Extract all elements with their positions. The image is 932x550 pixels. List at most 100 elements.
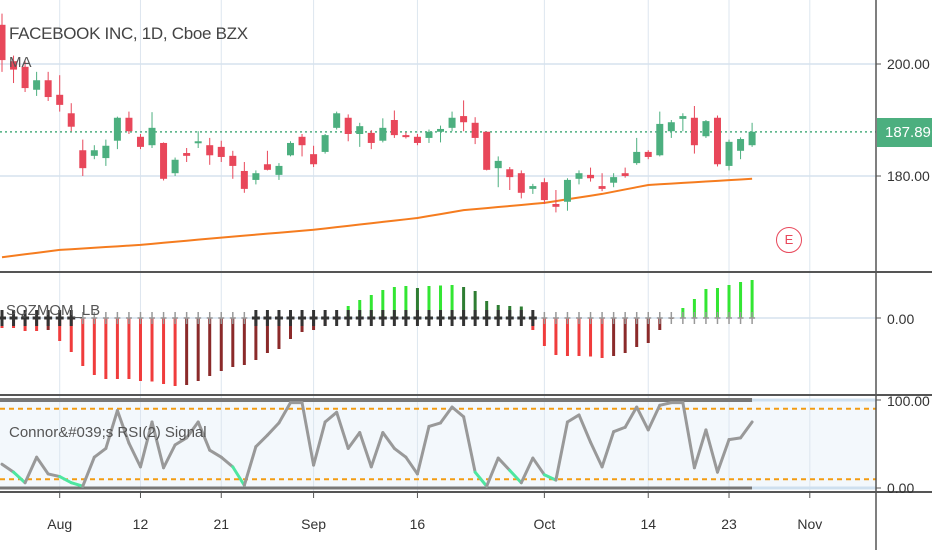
rsi-line-segment <box>577 413 593 444</box>
rsi-line-segment <box>346 431 362 450</box>
momentum-bar <box>462 287 466 318</box>
momentum-bar <box>358 300 362 318</box>
momentum-bar <box>127 318 131 379</box>
rsi-line-segment <box>704 428 719 474</box>
momentum-bar <box>208 318 212 376</box>
candle-up <box>252 173 260 180</box>
ma-legend[interactable]: MA <box>9 54 32 71</box>
momentum-bar <box>565 318 569 356</box>
candle-up <box>437 128 445 132</box>
momentum-zero-label: 0.00 <box>887 311 915 327</box>
candle-up <box>633 151 641 164</box>
rsi-line-segment <box>150 420 166 470</box>
momentum-bar <box>542 318 546 346</box>
rsi-legend[interactable]: Connor&#039;s RSI(2) Signal <box>9 424 207 441</box>
momentum-bar <box>185 318 189 385</box>
rsi-line-segment <box>162 443 177 470</box>
candle-down <box>517 173 525 193</box>
momentum-bar <box>381 290 385 318</box>
rsi-line-segment <box>369 431 385 469</box>
time-label: 12 <box>132 516 149 532</box>
earnings-badge[interactable]: E <box>776 227 802 253</box>
candle-down <box>552 204 560 207</box>
momentum-bar <box>415 288 419 318</box>
momentum-bar <box>646 318 650 343</box>
momentum-bar <box>150 318 154 382</box>
rsi-bottom-label: 0.00 <box>887 480 915 496</box>
candle-down <box>206 145 214 156</box>
momentum-bar <box>138 318 142 381</box>
candle-up <box>171 159 179 174</box>
rsi-line-segment <box>115 409 131 445</box>
rsi-line-segment <box>185 420 200 440</box>
candle-down <box>0 24 6 61</box>
rsi-line-segment <box>208 448 223 459</box>
candle-down <box>344 117 352 134</box>
momentum-bar <box>242 318 246 365</box>
rsi-line-segment <box>277 401 292 425</box>
momentum-bar <box>727 285 731 318</box>
rsi-line-segment <box>415 424 431 476</box>
candle-down <box>240 170 248 189</box>
candle-up <box>529 186 537 189</box>
momentum-bar <box>612 318 616 356</box>
rsi-line-segment <box>231 465 246 487</box>
momentum-bar <box>196 318 200 381</box>
momentum-bar <box>739 282 743 318</box>
candle-up <box>33 80 41 90</box>
rsi-line-segment <box>658 401 673 407</box>
momentum-bar <box>115 318 119 379</box>
time-label: 14 <box>640 516 657 532</box>
momentum-bar <box>427 286 431 318</box>
rsi-line-segment <box>404 455 419 476</box>
momentum-bar <box>289 318 292 339</box>
rsi-line-segment <box>519 456 535 485</box>
rsi-top-label: 100.00 <box>887 393 930 409</box>
candle-up <box>725 141 733 166</box>
rsi-line-segment <box>92 446 108 459</box>
candle-up <box>321 135 329 152</box>
rsi-line-segment <box>462 415 477 474</box>
rsi-line-segment <box>300 401 316 467</box>
rsi-line-segment <box>381 431 396 450</box>
momentum-bar <box>219 318 223 371</box>
momentum-bar <box>554 318 558 355</box>
candle-down <box>621 173 629 176</box>
candle-up <box>702 121 710 137</box>
rsi-line-segment <box>104 409 119 450</box>
time-label: 16 <box>409 516 426 532</box>
candle-up <box>563 179 571 202</box>
rsi-line-segment <box>473 470 489 488</box>
momentum-bar <box>104 318 108 379</box>
rsi-line-segment <box>554 420 569 482</box>
rsi-line-segment <box>565 413 581 424</box>
rsi-line-segment <box>58 475 73 485</box>
candle-down <box>367 132 375 143</box>
candle-up <box>379 127 387 141</box>
rsi-line-segment <box>485 456 500 488</box>
rsi-line-segment <box>265 421 281 437</box>
momentum-bar <box>750 280 754 318</box>
rsi-line-segment <box>35 455 50 476</box>
momentum-bar <box>439 285 443 318</box>
momentum-bar <box>173 318 177 386</box>
candle-down <box>483 131 491 170</box>
rsi-line-segment <box>635 405 650 432</box>
momentum-bar <box>450 285 454 318</box>
momentum-bar <box>69 318 73 352</box>
candle-up <box>679 116 687 119</box>
candle-down <box>690 117 698 146</box>
momentum-legend[interactable]: SQZMOM_LB <box>6 302 101 319</box>
candle-up <box>275 165 283 175</box>
candle-down <box>460 116 468 123</box>
candle-up <box>90 150 98 156</box>
rsi-line-segment <box>69 481 85 488</box>
candle-up <box>102 145 110 159</box>
candle-down <box>21 66 29 89</box>
rsi-line-segment <box>496 456 512 472</box>
ma-line <box>1 177 753 259</box>
rsi-line-segment <box>681 401 696 470</box>
rsi-line-segment <box>450 405 466 419</box>
rsi-line-segment <box>427 421 443 428</box>
